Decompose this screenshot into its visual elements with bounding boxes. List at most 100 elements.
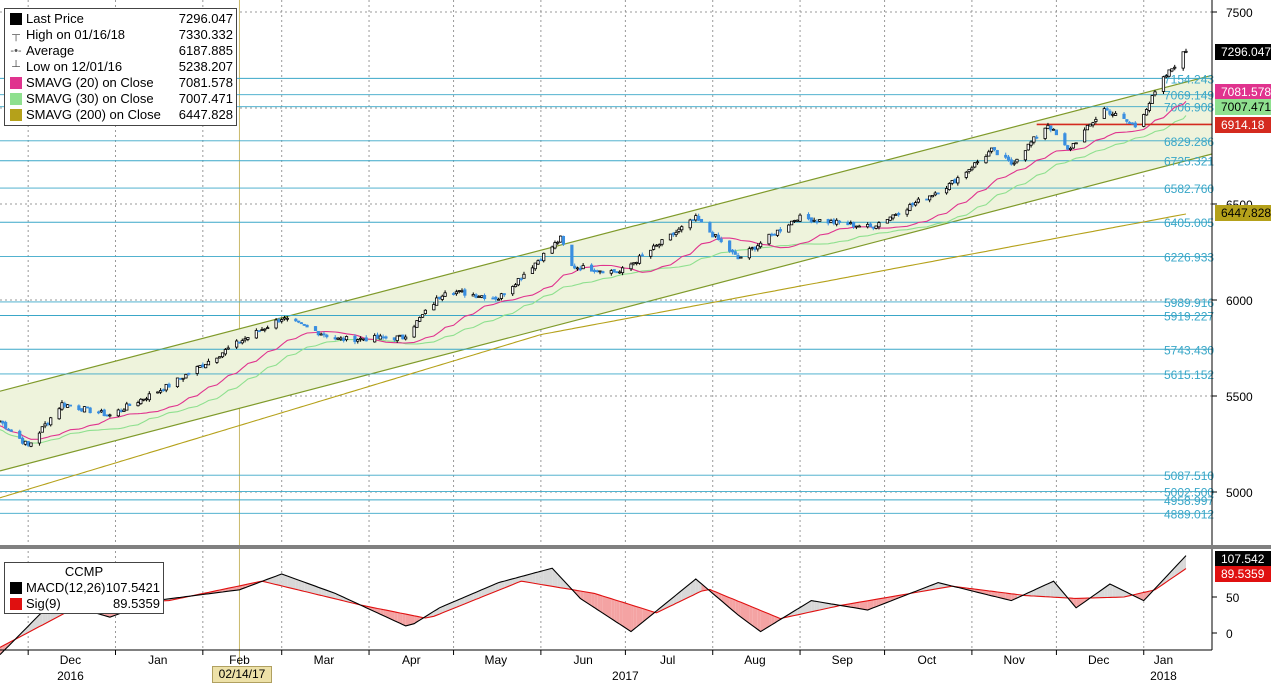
macd-hist-fill bbox=[639, 607, 643, 625]
fib-label: 5989.916 bbox=[1164, 296, 1214, 310]
candle-body bbox=[158, 390, 163, 393]
macd-hist-fill bbox=[676, 592, 679, 604]
macd-hist-fill bbox=[988, 590, 992, 596]
candle-body bbox=[542, 252, 546, 262]
candle-body bbox=[730, 249, 735, 253]
macd-hist-fill bbox=[557, 574, 561, 588]
candle-body bbox=[513, 284, 518, 288]
macd-swatch bbox=[10, 582, 22, 594]
macd-hist-fill bbox=[754, 608, 758, 630]
macd-hist-fill bbox=[481, 588, 485, 598]
macd-hist-fill bbox=[816, 601, 820, 611]
candle-body bbox=[1184, 50, 1188, 53]
candle-body bbox=[615, 271, 619, 274]
candle-body bbox=[756, 245, 760, 250]
candle-body bbox=[477, 296, 481, 298]
macd-hist-fill bbox=[476, 591, 479, 600]
candle-body bbox=[1009, 159, 1013, 165]
candle-body bbox=[68, 404, 73, 407]
candle-body bbox=[874, 225, 878, 229]
macd-hist-fill bbox=[323, 589, 327, 597]
candle-body bbox=[1035, 136, 1039, 139]
macd-hist-fill bbox=[752, 606, 755, 628]
macd-hist-fill bbox=[523, 573, 533, 584]
macd-hist-fill bbox=[315, 586, 319, 595]
macd-hist-fill bbox=[515, 577, 519, 584]
fib-label: 5919.227 bbox=[1164, 310, 1214, 324]
candle-body bbox=[629, 263, 633, 270]
macd-hist-fill bbox=[385, 610, 395, 621]
macd-hist-fill bbox=[1008, 593, 1012, 601]
candle-body bbox=[373, 335, 377, 343]
candle-body bbox=[136, 402, 140, 407]
macd-hist-fill bbox=[543, 568, 553, 587]
macd-hist-fill bbox=[538, 571, 541, 585]
candle-body bbox=[837, 220, 842, 223]
candle-body bbox=[49, 417, 53, 426]
macd-hist-fill bbox=[236, 585, 240, 591]
candle-body bbox=[356, 339, 360, 342]
candle-body bbox=[1015, 158, 1019, 163]
macd-hist-fill bbox=[678, 590, 682, 602]
candle-body bbox=[708, 222, 712, 233]
candle-body bbox=[420, 314, 425, 318]
candle-body bbox=[1004, 154, 1008, 158]
macd-hist-fill bbox=[321, 588, 324, 597]
candle-body bbox=[322, 333, 326, 336]
candle-body bbox=[570, 244, 574, 266]
macd-hist-fill bbox=[876, 598, 879, 607]
candle-body bbox=[274, 319, 278, 329]
macd-hist-fill bbox=[30, 614, 40, 632]
candle-body bbox=[1128, 122, 1132, 124]
candle-body bbox=[502, 293, 506, 296]
macd-hist-fill bbox=[932, 583, 936, 590]
candle-body bbox=[9, 429, 13, 432]
candle-body bbox=[829, 220, 833, 223]
macd-hist-fill bbox=[402, 613, 406, 626]
macd-hist-fill bbox=[600, 595, 603, 614]
candle-body bbox=[640, 254, 644, 257]
candle-body bbox=[156, 391, 160, 394]
candle-body bbox=[1147, 103, 1151, 111]
candle-body bbox=[1085, 124, 1090, 131]
candle-body bbox=[711, 232, 715, 238]
candle-body bbox=[474, 294, 478, 298]
candle-body bbox=[753, 246, 757, 250]
candle-body bbox=[556, 241, 560, 244]
candle-body bbox=[1071, 142, 1075, 149]
macd-hist-fill bbox=[591, 592, 595, 608]
candle-body bbox=[1006, 156, 1011, 161]
candle-body bbox=[392, 337, 396, 341]
candle-body bbox=[773, 233, 777, 236]
candle-body bbox=[102, 409, 106, 417]
candle-body bbox=[99, 410, 104, 413]
candle-body bbox=[1, 420, 5, 424]
macd-hist-fill bbox=[1146, 591, 1150, 598]
macd-hist-fill bbox=[301, 581, 305, 592]
grid bbox=[0, 0, 1212, 665]
candle-body bbox=[894, 214, 898, 216]
candle-body bbox=[344, 336, 349, 341]
candle-body bbox=[142, 398, 146, 401]
candle-body bbox=[333, 337, 337, 340]
macd-hist-fill bbox=[732, 598, 736, 613]
candle-body bbox=[491, 297, 495, 300]
macd-hist-fill bbox=[1143, 591, 1147, 601]
candle-body bbox=[516, 278, 520, 286]
sma30-tag: 7007.471 bbox=[1215, 99, 1271, 115]
macd-hist-fill bbox=[535, 571, 539, 584]
sma200-line bbox=[0, 213, 1187, 499]
macd-hist-fill bbox=[735, 599, 739, 615]
fib-label: 7069.149 bbox=[1164, 89, 1214, 103]
candle-body bbox=[1043, 127, 1047, 139]
macd-hist-fill bbox=[278, 573, 282, 586]
candle-body bbox=[809, 217, 813, 223]
candle-body bbox=[657, 244, 661, 247]
x-axis: Dec Jan Feb Mar Apr May Jun Jul Aug Sep Oct Nov Dec J… bbox=[0, 649, 1212, 683]
macd-hist-fill bbox=[397, 612, 401, 624]
candle-body bbox=[378, 335, 382, 340]
macd-hist-fill bbox=[577, 590, 581, 599]
candle-body bbox=[550, 246, 554, 254]
macd-hist-fill bbox=[276, 575, 279, 586]
candle-body bbox=[60, 402, 64, 410]
